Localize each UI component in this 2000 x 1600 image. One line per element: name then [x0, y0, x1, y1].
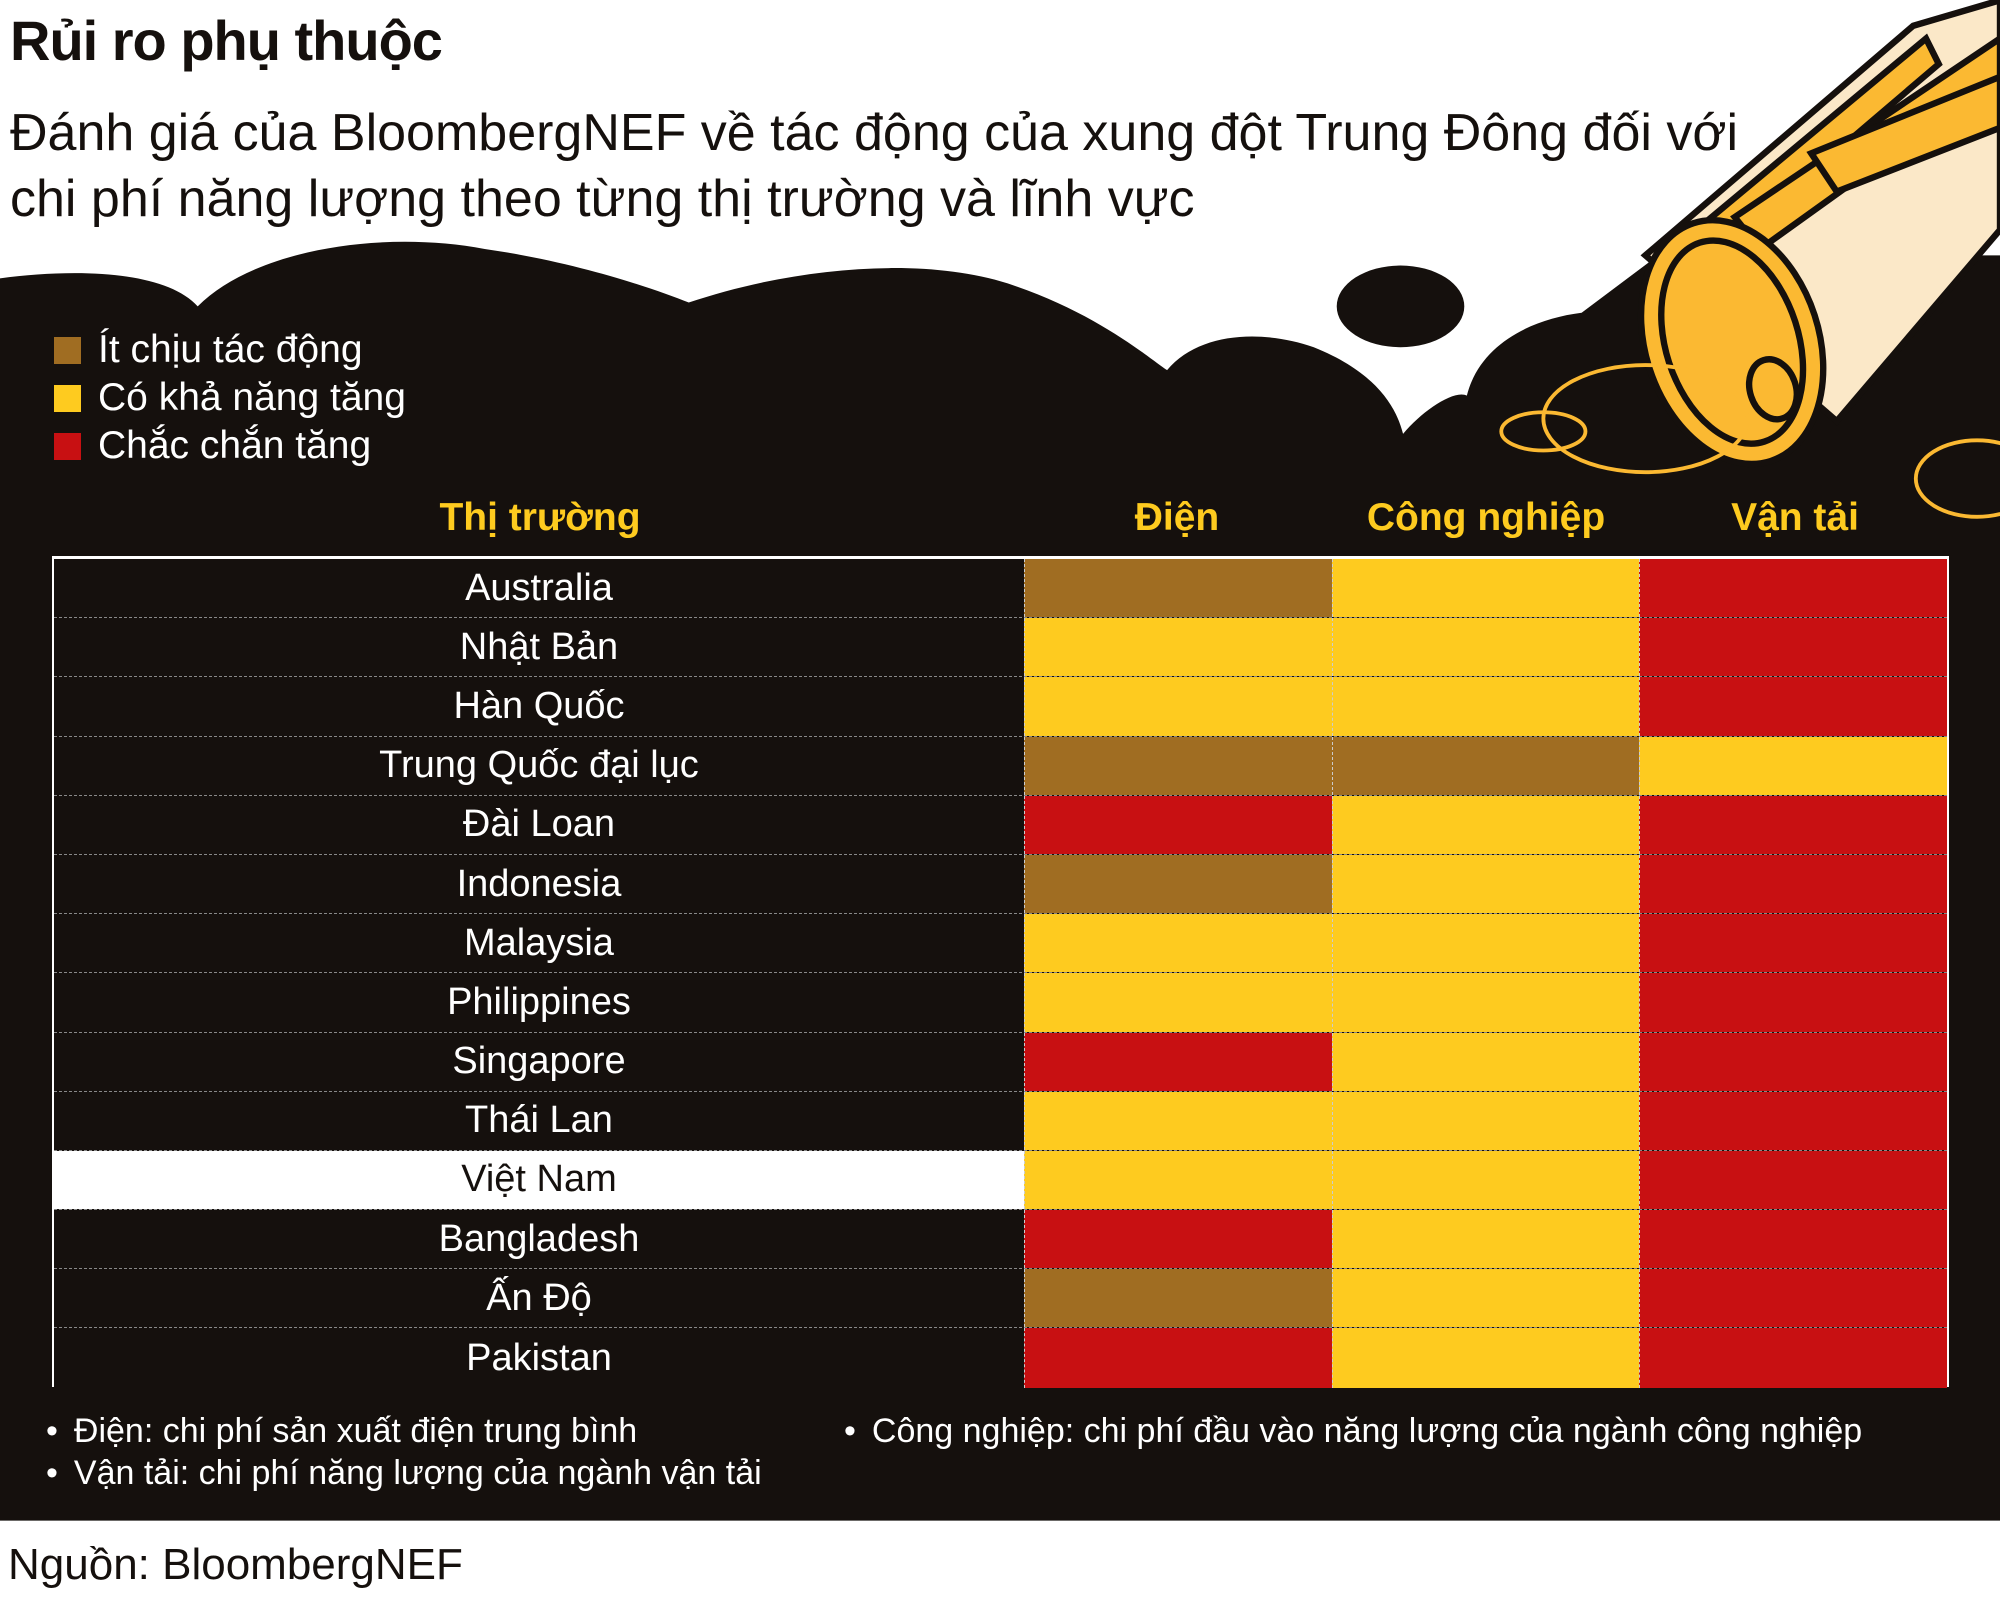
- chart-title: Rủi ro phụ thuộc: [10, 9, 443, 72]
- cell-transport-certain: [1639, 1032, 1947, 1091]
- table-row: Đài Loan: [54, 795, 1947, 855]
- cell-industry-likely: [1331, 914, 1640, 973]
- market-label: Ấn Độ: [54, 1269, 1024, 1328]
- cell-industry-likely: [1331, 1091, 1640, 1150]
- cell-electricity-low: [1023, 854, 1332, 914]
- cell-transport-certain: [1639, 973, 1947, 1032]
- column-header-electricity: Điện: [1134, 496, 1220, 539]
- column-header-market: Thị trường: [439, 496, 641, 539]
- column-header-industry: Công nghiệp: [1366, 496, 1606, 539]
- legend: Ít chịu tác động Có khả năng tăng Chắc c…: [54, 326, 406, 470]
- cell-industry-likely: [1331, 1210, 1640, 1269]
- column-header-transport: Vận tải: [1731, 496, 1859, 539]
- oil-ripples: [1499, 363, 2000, 519]
- cell-transport-certain: [1639, 1328, 1947, 1388]
- market-label: Pakistan: [54, 1328, 1024, 1388]
- legend-item-low: Ít chịu tác động: [54, 326, 406, 374]
- cell-electricity-likely: [1023, 1091, 1332, 1150]
- legend-item-likely: Có khả năng tăng: [54, 374, 406, 422]
- market-label: Trung Quốc đại lục: [54, 736, 1024, 795]
- cell-transport-likely: [1639, 736, 1947, 795]
- cell-transport-certain: [1639, 677, 1947, 736]
- table-row: Hàn Quốc: [54, 677, 1947, 737]
- cell-electricity-likely: [1023, 618, 1332, 677]
- legend-item-certain: Chắc chắn tăng: [54, 422, 406, 470]
- market-label: Đài Loan: [54, 795, 1024, 854]
- cell-industry-likely: [1331, 1032, 1640, 1091]
- note-transport: • Vận tải: chi phí năng lượng của ngành v…: [46, 1454, 762, 1492]
- cell-industry-likely: [1331, 854, 1640, 914]
- cell-transport-certain: [1639, 795, 1947, 854]
- cell-electricity-likely: [1023, 973, 1332, 1032]
- cell-transport-certain: [1639, 854, 1947, 914]
- cell-industry-likely: [1331, 618, 1640, 677]
- table-row: Singapore: [54, 1032, 1947, 1092]
- table-row: Trung Quốc đại lục: [54, 736, 1947, 796]
- cell-transport-certain: [1639, 1150, 1947, 1210]
- cell-transport-certain: [1639, 618, 1947, 677]
- cell-electricity-certain: [1023, 795, 1332, 854]
- market-label: Australia: [54, 559, 1024, 618]
- table-row: Australia: [54, 559, 1947, 619]
- cell-transport-certain: [1639, 1210, 1947, 1269]
- legend-label: Ít chịu tác động: [98, 328, 363, 371]
- market-label: Thái Lan: [54, 1091, 1024, 1150]
- market-label: Hàn Quốc: [54, 677, 1024, 736]
- legend-swatch: [54, 432, 81, 460]
- cell-industry-likely: [1331, 1328, 1640, 1388]
- table-row: Thái Lan: [54, 1091, 1947, 1151]
- oil-drop: [1336, 265, 1465, 348]
- market-label: Philippines: [54, 973, 1024, 1032]
- cell-electricity-likely: [1023, 677, 1332, 736]
- market-label: Bangladesh: [54, 1210, 1024, 1269]
- cell-industry-likely: [1331, 795, 1640, 854]
- chart-subtitle: Đánh giá của BloombergNEF về tác động củ…: [10, 104, 1739, 228]
- table-row: Philippines: [54, 973, 1947, 1033]
- cell-industry-likely: [1331, 973, 1640, 1032]
- cell-electricity-certain: [1023, 1328, 1332, 1388]
- market-label: Singapore: [54, 1032, 1024, 1091]
- risk-table: Australia Nhật Bản Hàn Quốc Trung Quốc đại …: [52, 556, 1949, 1388]
- cell-industry-likely: [1331, 559, 1640, 618]
- legend-swatch: [54, 384, 81, 412]
- cell-industry-low: [1331, 736, 1640, 795]
- market-label: Nhật Bản: [54, 618, 1024, 677]
- cell-electricity-low: [1023, 736, 1332, 795]
- legend-label: Có khả năng tăng: [98, 376, 406, 419]
- note-text: Vận tải: chi phí năng lượng của ngành vậ…: [73, 1454, 762, 1492]
- cell-transport-certain: [1639, 914, 1947, 973]
- note-electricity: • Điện: chi phí sản xuất điện trung bình: [46, 1412, 638, 1450]
- legend-label: Chắc chắn tăng: [98, 424, 372, 467]
- note-text: Điện: chi phí sản xuất điện trung bình: [73, 1412, 638, 1450]
- cell-industry-likely: [1331, 1269, 1640, 1328]
- cell-electricity-likely: [1023, 914, 1332, 973]
- table-row: Indonesia: [54, 854, 1947, 915]
- cell-industry-likely: [1331, 1150, 1640, 1210]
- note-industry: • Công nghiệp: chi phí đầu vào năng lượng…: [844, 1412, 1863, 1450]
- cell-industry-likely: [1331, 677, 1640, 736]
- cell-transport-certain: [1639, 559, 1947, 618]
- market-label: Indonesia: [54, 854, 1024, 914]
- table-row: Bangladesh: [54, 1210, 1947, 1270]
- table-row: Malaysia: [54, 914, 1947, 974]
- legend-swatch: [54, 336, 81, 364]
- table-row: Việt Nam: [54, 1150, 1947, 1211]
- cell-transport-certain: [1639, 1091, 1947, 1150]
- market-label: Malaysia: [54, 914, 1024, 973]
- table-row: Pakistan: [54, 1328, 1947, 1388]
- cell-electricity-low: [1023, 1269, 1332, 1328]
- table-row: Ấn Độ: [54, 1269, 1947, 1329]
- cell-electricity-low: [1023, 559, 1332, 618]
- cell-transport-certain: [1639, 1269, 1947, 1328]
- cell-electricity-likely: [1023, 1150, 1332, 1210]
- note-text: Công nghiệp: chi phí đầu vào năng lượng …: [871, 1412, 1863, 1450]
- source: Nguồn: BloombergNEF: [8, 1540, 463, 1589]
- barrel: [1637, 0, 2000, 468]
- market-label: Việt Nam: [54, 1150, 1024, 1210]
- cell-electricity-certain: [1023, 1210, 1332, 1269]
- table-row: Nhật Bản: [54, 618, 1947, 678]
- cell-electricity-certain: [1023, 1032, 1332, 1091]
